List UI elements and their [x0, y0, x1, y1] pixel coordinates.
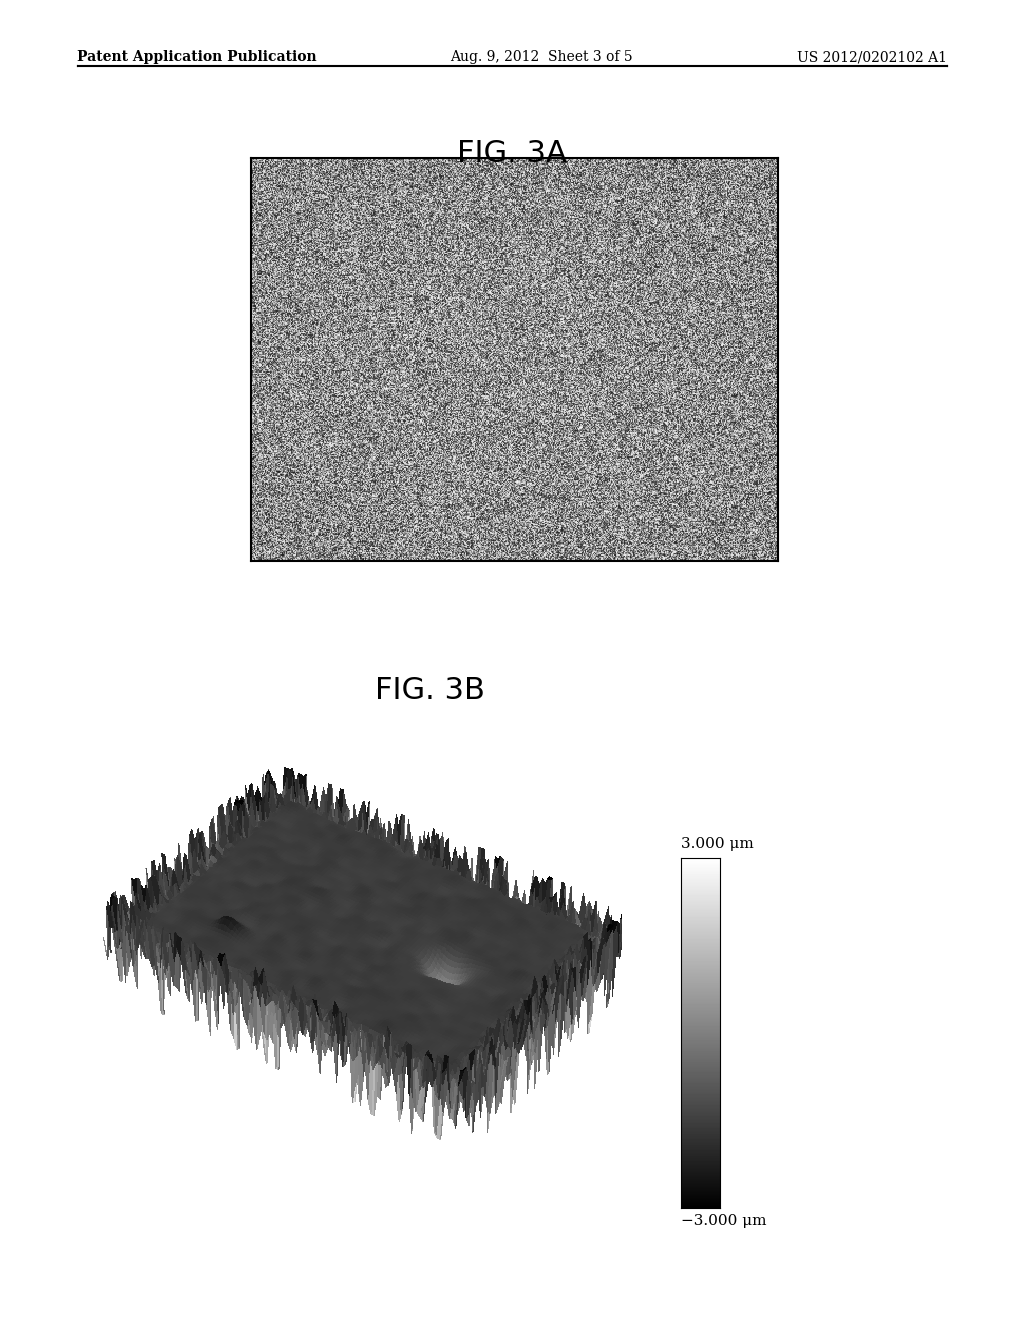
Text: −3.000 μm: −3.000 μm: [681, 1214, 766, 1229]
Text: US 2012/0202102 A1: US 2012/0202102 A1: [798, 50, 947, 65]
Text: FIG. 3B: FIG. 3B: [375, 676, 485, 705]
Text: 3.000 μm: 3.000 μm: [681, 837, 754, 851]
Text: FIG. 3A: FIG. 3A: [457, 139, 567, 168]
Text: Aug. 9, 2012  Sheet 3 of 5: Aug. 9, 2012 Sheet 3 of 5: [451, 50, 633, 65]
Text: Patent Application Publication: Patent Application Publication: [77, 50, 316, 65]
